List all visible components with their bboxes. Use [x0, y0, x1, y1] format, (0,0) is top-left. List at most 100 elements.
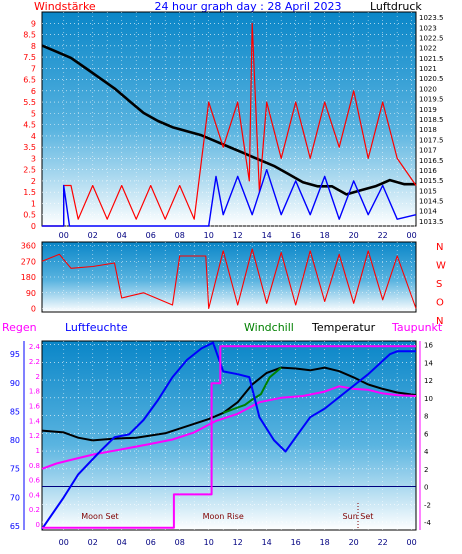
temperature-tick-label: 0 — [424, 484, 428, 492]
x-tick-label: 22 — [378, 231, 388, 240]
x-tick-label: 04 — [117, 538, 127, 547]
humidity-line — [41, 341, 416, 530]
wind-gust-line — [42, 22, 417, 227]
x-tick-label: 18 — [320, 538, 330, 547]
compass-label: N — [436, 316, 443, 327]
pressure-tick-label: 1014 — [419, 208, 437, 216]
humidity-tick-label: 90 — [10, 379, 20, 388]
wind-tick-label: 7 — [31, 64, 36, 73]
rain-tick-label: 0.2 — [29, 506, 40, 514]
temp-humidity-panel: -4-2024681012141600.20.40.60.811.21.41.6… — [10, 340, 433, 547]
wind-tick-label: 6.5 — [23, 76, 36, 85]
x-tick-label: 02 — [88, 538, 98, 547]
compass-label: S — [436, 279, 442, 290]
pressure-tick-label: 1015.5 — [419, 177, 444, 185]
rain-tick-label: 2 — [36, 373, 40, 381]
wind-tick-label: 2 — [31, 177, 36, 186]
chart-title: 24 hour graph day : 28 April 2023 — [155, 0, 342, 13]
x-tick-label: 12 — [233, 231, 243, 240]
x-tick-label: 00 — [59, 538, 69, 547]
rain-tick-label: 0.8 — [29, 462, 40, 470]
x-tick-label: 20 — [349, 231, 359, 240]
plot-background — [42, 341, 416, 530]
wind-tick-label: 3 — [31, 154, 36, 163]
x-tick-label: 16 — [291, 231, 301, 240]
wind-pressure-panel: 00.511.522.533.544.555.566.577.588.59101… — [23, 11, 444, 240]
rain-tick-label: 1.4 — [29, 417, 41, 425]
pressure-tick-label: 1021 — [419, 65, 437, 73]
rain-tick-label: 0.6 — [29, 477, 41, 485]
rain-tick-label: 0.4 — [29, 491, 41, 499]
windchill-legend: Windchill — [244, 321, 294, 334]
wind-average-line — [42, 168, 417, 227]
pressure-tick-label: 1018 — [419, 126, 437, 134]
wind-tick-label: 8 — [31, 42, 36, 51]
compass-label: W — [436, 261, 446, 272]
temperature-tick-label: -4 — [424, 519, 432, 527]
pressure-tick-label: 1019.5 — [419, 96, 444, 104]
rain-tick-label: 1.6 — [29, 402, 41, 410]
x-tick-label: 04 — [117, 231, 127, 240]
temperature-tick-label: -2 — [424, 501, 431, 509]
wind-tick-label: 5.5 — [23, 98, 36, 107]
rain-tick-label: 2.2 — [29, 358, 40, 366]
wind-tick-label: 1.5 — [23, 188, 36, 197]
pressure-tick-label: 1016.5 — [419, 157, 444, 165]
wind-tick-label: 4 — [31, 132, 36, 141]
humidity-tick-label: 75 — [10, 465, 20, 474]
x-tick-label: 08 — [175, 538, 185, 547]
x-tick-label: 10 — [204, 538, 214, 547]
x-tick-label: 00 — [407, 538, 417, 547]
direction-tick-label: 0 — [31, 305, 36, 314]
x-tick-label: 14 — [262, 231, 272, 240]
humidity-tick-label: 95 — [10, 350, 20, 359]
pressure-tick-label: 1018.5 — [419, 116, 444, 124]
direction-tick-label: 90 — [26, 289, 36, 298]
pressure-tick-label: 1021.5 — [419, 55, 444, 63]
humidity-tick-label: 70 — [10, 493, 20, 502]
temperature-line — [41, 366, 417, 442]
astro-annotation: Moon Rise — [203, 512, 244, 521]
x-tick-label: 06 — [146, 538, 156, 547]
plot-frame — [41, 11, 417, 227]
wind-tick-label: 1 — [31, 199, 36, 208]
x-tick-label: 12 — [233, 538, 243, 547]
x-tick-label: 00 — [59, 231, 69, 240]
pressure-tick-label: 1019 — [419, 106, 437, 114]
x-tick-label: 14 — [262, 538, 272, 547]
temperature-tick-label: 2 — [424, 466, 428, 474]
temperature-tick-label: 12 — [424, 377, 433, 385]
wind-direction-line — [41, 248, 417, 310]
x-tick-label: 02 — [88, 231, 98, 240]
plot-frame — [41, 340, 417, 531]
pressure-tick-label: 1020.5 — [419, 75, 444, 83]
wind-tick-label: 0.5 — [23, 211, 36, 220]
rain-tick-label: 1.2 — [29, 432, 40, 440]
humidity-tick-label: 85 — [10, 407, 20, 416]
pressure-axis-title: Luftdruck — [370, 0, 422, 13]
x-tick-label: 18 — [320, 231, 330, 240]
x-tick-label: 16 — [291, 538, 301, 547]
rain-line — [42, 345, 416, 529]
rain-tick-label: 2.4 — [29, 343, 41, 351]
wind-tick-label: 3.5 — [23, 143, 36, 152]
wind-tick-label: 7.5 — [23, 53, 36, 62]
x-tick-label: 22 — [378, 538, 388, 547]
temperature-tick-label: 6 — [424, 430, 429, 438]
pressure-tick-label: 1017 — [419, 147, 437, 155]
wind-tick-label: 5 — [31, 109, 36, 118]
direction-tick-label: 270 — [21, 257, 36, 266]
direction-tick-label: 360 — [21, 242, 36, 251]
pressure-tick-label: 1023.5 — [419, 14, 444, 22]
pressure-tick-label: 1022 — [419, 45, 437, 53]
rain-tick-label: 0 — [36, 521, 40, 529]
pressure-tick-label: 1017.5 — [419, 136, 444, 144]
rain-tick-label: 1.8 — [29, 388, 40, 396]
temperature-legend: Temperatur — [311, 321, 376, 334]
temperature-tick-label: 8 — [424, 413, 428, 421]
pressure-tick-label: 1015 — [419, 187, 437, 195]
pressure-tick-label: 1016 — [419, 167, 437, 175]
direction-tick-label: 180 — [21, 273, 36, 282]
